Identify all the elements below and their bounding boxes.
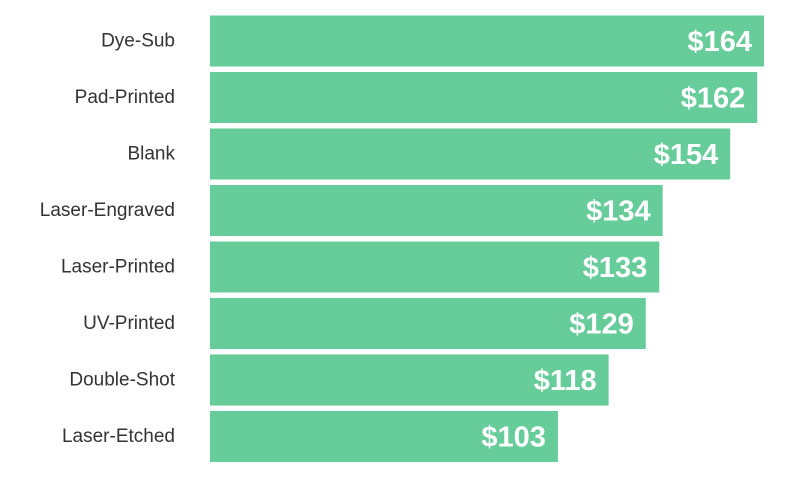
value-label: $162 <box>681 83 746 115</box>
value-label: $134 <box>586 196 651 228</box>
category-label: Pad-Printed <box>75 87 175 108</box>
bar-pad-printed <box>210 72 758 123</box>
value-label: $118 <box>534 365 597 397</box>
bars-group <box>210 15 764 462</box>
bar-double-shot <box>210 354 609 406</box>
value-label: $164 <box>687 26 752 58</box>
category-label: Laser-Engraved <box>40 200 175 221</box>
category-label: Laser-Etched <box>62 426 175 447</box>
value-label: $129 <box>569 309 634 341</box>
bar-laser-etched <box>210 411 558 462</box>
bar-laser-printed <box>210 241 660 293</box>
bar-blank <box>210 128 731 180</box>
value-label: $133 <box>583 252 648 284</box>
value-label: $154 <box>654 139 719 171</box>
category-label: UV-Printed <box>83 313 175 334</box>
value-labels-group: $164 $162 $154$134 $133 $129 $118 $103 <box>481 26 752 454</box>
bar-uv-printed <box>210 298 646 349</box>
value-label: $103 <box>481 422 546 454</box>
category-label: Blank <box>127 144 175 165</box>
bar-laser-engraved <box>210 185 663 236</box>
category-label: Dye-Sub <box>101 31 175 52</box>
category-label: Laser-Printed <box>61 257 175 278</box>
category-labels-group: Dye-Sub Pad-Printed Blank Laser-Engraved Las… <box>40 31 176 448</box>
category-label: Double-Shot <box>69 370 175 391</box>
bar-dye-sub <box>210 15 764 67</box>
